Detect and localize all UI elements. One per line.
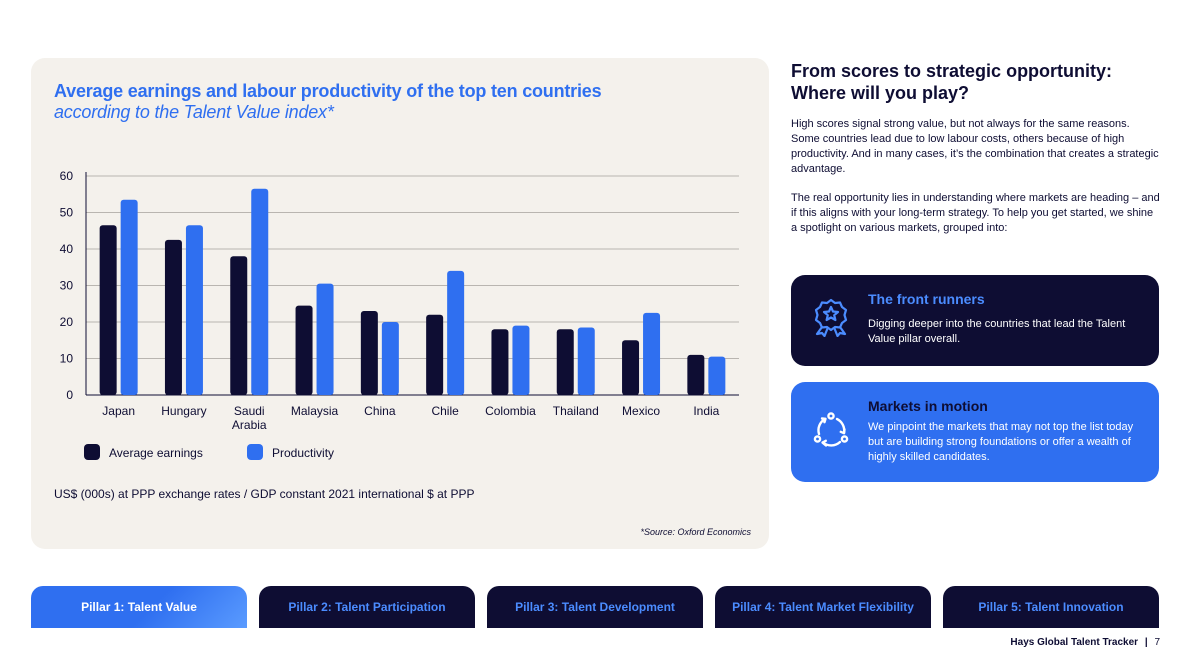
bar-average-earnings-india xyxy=(687,354,705,395)
bar-productivity-japan xyxy=(120,199,138,395)
chart-title: Average earnings and labour productivity… xyxy=(54,81,602,101)
y-tick-label: 50 xyxy=(60,206,74,220)
card-title: The front runners xyxy=(868,291,985,307)
bar-average-earnings-colombia xyxy=(491,329,509,395)
chart-card: 0 10 20 30 40 50 60 Japan Hungary Saudi Arabia Mala… xyxy=(31,58,769,549)
y-tick-label: 0 xyxy=(66,388,73,402)
chart-units-note: US$ (000s) at PPP exchange rates / GDP c… xyxy=(54,487,475,501)
tab-pillar-2[interactable]: Pillar 2: Talent Participation xyxy=(259,586,475,628)
bar-average-earnings-mexico xyxy=(622,340,640,395)
bar-productivity-malaysia xyxy=(316,283,334,395)
side-heading-line-1: From scores to strategic opportunity: xyxy=(791,61,1113,81)
bar-average-earnings-saudi-arabia xyxy=(230,256,248,395)
legend-swatch-average-earnings xyxy=(84,444,100,460)
tab-pillar-5[interactable]: Pillar 5: Talent Innovation xyxy=(943,586,1159,628)
y-tick-label: 30 xyxy=(60,279,74,293)
footer-separator: | xyxy=(1144,637,1148,648)
tab-pillar-1[interactable]: Pillar 1: Talent Value xyxy=(31,586,247,628)
bar-average-earnings-thailand xyxy=(556,329,574,395)
x-tick-label: Mexico xyxy=(622,404,660,418)
markets-in-motion-card[interactable]: Markets in motion We pinpoint the market… xyxy=(791,382,1159,482)
side-heading-line-2: Where will you play? xyxy=(791,83,970,103)
bar-productivity-hungary xyxy=(185,225,203,395)
chart-source: *Source: Oxford Economics xyxy=(640,527,751,537)
bar-average-earnings-chile xyxy=(426,314,444,395)
y-tick-label: 40 xyxy=(60,242,74,256)
tab-pillar-3[interactable]: Pillar 3: Talent Development xyxy=(487,586,703,628)
x-tick-label: Malaysia xyxy=(291,404,339,418)
card-text: We pinpoint the markets that may not top… xyxy=(868,421,1134,463)
footer: Hays Global Talent Tracker | 7 xyxy=(1010,637,1160,648)
side-paragraph-1: High scores signal strong value, but not… xyxy=(791,118,1159,175)
y-tick-label: 10 xyxy=(60,352,74,366)
bar-average-earnings-hungary xyxy=(164,239,182,395)
x-tick-label: Chile xyxy=(431,404,459,418)
page-number: 7 xyxy=(1154,637,1160,648)
front-runners-card[interactable]: The front runners Digging deeper into th… xyxy=(791,275,1159,366)
award-ribbon-icon xyxy=(814,298,848,337)
chart-subtitle: according to the Talent Value index* xyxy=(54,102,334,122)
bar-productivity-india xyxy=(708,356,726,395)
x-tick-label: Thailand xyxy=(553,404,599,418)
bar-productivity-mexico xyxy=(643,312,661,395)
bar-average-earnings-china xyxy=(360,311,378,395)
x-tick-label: Saudi xyxy=(234,404,265,418)
bar-productivity-thailand xyxy=(577,327,595,395)
bar-productivity-chile xyxy=(447,270,465,395)
card-title: Markets in motion xyxy=(868,398,988,414)
y-tick-label: 60 xyxy=(60,169,74,183)
x-tick-label: Colombia xyxy=(485,404,536,418)
x-tick-label: Japan xyxy=(102,404,135,418)
x-tick-label: India xyxy=(693,404,719,418)
x-tick-label: Hungary xyxy=(161,404,206,418)
bar-productivity-china xyxy=(381,322,399,395)
legend-label: Average earnings xyxy=(109,446,203,460)
tab-pillar-4[interactable]: Pillar 4: Talent Market Flexibility xyxy=(715,586,931,628)
footer-brand: Hays Global Talent Tracker xyxy=(1010,637,1139,648)
bar-average-earnings-malaysia xyxy=(295,305,313,395)
legend-label: Productivity xyxy=(272,446,334,460)
side-heading: From scores to strategic opportunity: Wh… xyxy=(791,60,1161,104)
bar-productivity-colombia xyxy=(512,325,530,395)
legend-swatch-productivity xyxy=(247,444,263,460)
y-tick-label: 20 xyxy=(60,315,74,329)
bar-average-earnings-japan xyxy=(99,225,117,395)
side-paragraph-2: The real opportunity lies in understandi… xyxy=(791,192,1160,234)
bar-productivity-saudi-arabia xyxy=(251,188,269,395)
x-tick-label: China xyxy=(364,404,396,418)
x-tick-label: Arabia xyxy=(232,418,267,432)
cycle-arrows-icon xyxy=(813,412,849,447)
card-text: Digging deeper into the countries that l… xyxy=(868,318,1126,345)
